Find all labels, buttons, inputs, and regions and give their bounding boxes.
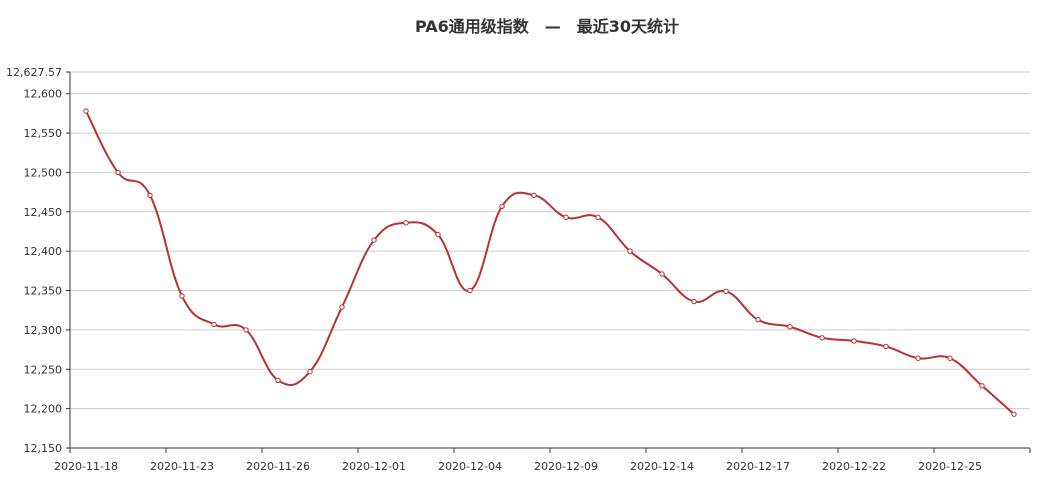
data-point[interactable] (243, 327, 249, 333)
y-tick-label: 12,600 (24, 88, 63, 101)
data-point[interactable] (467, 287, 473, 294)
y-tick-label: 12,500 (24, 166, 63, 179)
grid-lines (70, 71, 1030, 410)
y-axis-labels: 12,150 12,200 12,250 12,300 12,350 12,400 12,4… (6, 66, 62, 455)
data-point[interactable] (755, 316, 761, 323)
data-point[interactable] (883, 343, 889, 350)
data-point[interactable] (371, 237, 377, 243)
data-point[interactable] (339, 304, 345, 310)
data-point[interactable] (435, 231, 441, 238)
data-point[interactable] (979, 383, 985, 389)
x-tick-label: 2020-11-18 (54, 460, 118, 473)
data-point[interactable] (179, 293, 185, 299)
data-point[interactable] (851, 338, 857, 344)
data-point[interactable] (691, 298, 697, 305)
data-point[interactable] (627, 248, 633, 254)
data-points (83, 108, 1017, 417)
axes (66, 71, 1031, 453)
y-tick-label: 12,450 (24, 206, 63, 219)
data-point[interactable] (499, 203, 505, 209)
series-line (85, 110, 1015, 415)
data-point[interactable] (915, 355, 921, 361)
data-point[interactable] (595, 214, 601, 221)
x-tick-label: 2020-12-04 (438, 460, 502, 473)
data-point[interactable] (947, 355, 953, 361)
y-tick-label: 12,550 (24, 127, 63, 140)
data-point[interactable] (723, 288, 729, 295)
y-tick-label: 12,627.57 (6, 66, 62, 79)
x-tick-label: 2020-11-23 (150, 460, 214, 473)
data-point[interactable] (563, 214, 569, 221)
data-point[interactable] (1011, 411, 1017, 417)
data-point[interactable] (659, 271, 665, 277)
x-tick-label: 2020-12-14 (630, 460, 694, 473)
data-point[interactable] (819, 335, 825, 341)
x-tick-label: 2020-12-17 (726, 460, 790, 473)
data-point[interactable] (83, 108, 89, 114)
data-point[interactable] (147, 192, 153, 198)
y-tick-label: 12,350 (24, 285, 63, 298)
y-tick-label: 12,300 (24, 324, 63, 337)
x-tick-label: 2020-11-26 (246, 460, 310, 473)
chart-title: PA6通用级指数 — 最近30天统计 (415, 17, 679, 36)
data-point[interactable] (275, 377, 281, 383)
y-tick-label: 12,200 (24, 403, 63, 416)
x-tick-label: 2020-12-25 (918, 460, 982, 473)
data-point[interactable] (307, 368, 313, 375)
data-point[interactable] (531, 192, 537, 198)
x-axis-labels: 2020-11-18 2020-11-23 2020-11-26 2020-12-01… (54, 460, 982, 473)
series (85, 110, 1015, 415)
data-point[interactable] (115, 169, 121, 176)
data-point[interactable] (787, 324, 793, 330)
y-tick-label: 12,400 (24, 245, 63, 258)
data-point[interactable] (211, 321, 217, 328)
x-tick-label: 2020-12-09 (534, 460, 598, 473)
data-point[interactable] (403, 220, 409, 226)
x-tick-label: 2020-12-01 (342, 460, 406, 473)
y-tick-label: 12,250 (24, 363, 63, 376)
x-tick-label: 2020-12-22 (822, 460, 886, 473)
y-tick-label: 12,150 (24, 442, 63, 455)
